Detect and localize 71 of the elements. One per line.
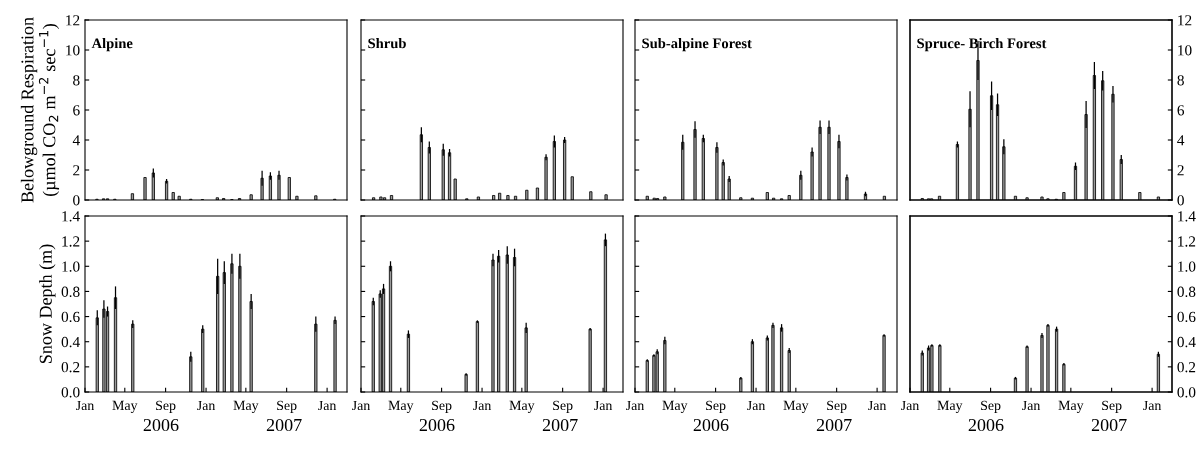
y-tick-label: 0 xyxy=(73,195,80,206)
text: 2007 xyxy=(266,418,302,432)
y2-tick-label: 0.4 xyxy=(1177,336,1196,348)
text: Alpine xyxy=(91,38,133,52)
x-tick-label: Sep xyxy=(277,400,297,413)
text: 2007 xyxy=(542,418,578,432)
y2-tick-label: 6 xyxy=(1177,105,1185,116)
x-tick-label: Jan xyxy=(76,400,95,411)
x-tick-label: Jan xyxy=(318,400,337,411)
y2-tick-label: 0.0 xyxy=(1177,387,1196,398)
x-tick-label: May xyxy=(388,400,414,413)
x-tick-label: Jan xyxy=(868,400,887,411)
y2-tick-label: 1.0 xyxy=(1178,261,1196,272)
x-tick-label: Jan xyxy=(594,400,613,411)
x-tick-label: Jan xyxy=(1143,400,1162,411)
x-tick-label: Sep xyxy=(827,400,847,413)
y-tick-label: 1.0 xyxy=(62,261,80,272)
y-tick-label: 2 xyxy=(73,165,80,176)
y2-tick-label: 4 xyxy=(1177,135,1185,146)
x-tick-label: Sep xyxy=(553,400,573,413)
x-tick-label: May xyxy=(662,400,688,413)
x-tick-label: Jan xyxy=(1022,400,1041,411)
x-tick-label: Sep xyxy=(981,400,1001,413)
x-tick-label: Sep xyxy=(706,400,726,413)
y-tick-label: 0.6 xyxy=(61,311,80,323)
text: 2007 xyxy=(1091,418,1127,432)
x-tick-label: May xyxy=(112,400,138,413)
y-tick-label: 0.4 xyxy=(61,336,80,348)
x-tick-label: May xyxy=(233,400,259,413)
y2-tick-label: 0 xyxy=(1177,195,1184,206)
y-tick-label: 1.4 xyxy=(62,211,80,222)
y2-tick-label: 10 xyxy=(1178,45,1192,56)
y2-tick-label: 1.2 xyxy=(1178,236,1196,247)
y2-tick-label: 0.8 xyxy=(1177,286,1196,297)
x-tick-label: Jan xyxy=(197,400,216,411)
y-tick-label: 8 xyxy=(73,75,80,86)
x-tick-label: Jan xyxy=(626,400,645,411)
y-tick-label: 10 xyxy=(66,45,80,56)
x-tick-label: Sep xyxy=(432,400,452,413)
x-tick-label: Sep xyxy=(156,400,176,413)
x-tick-label: May xyxy=(783,400,809,413)
text: 2006 xyxy=(419,418,455,432)
x-tick-label: May xyxy=(937,400,963,413)
y-tick-label: 4 xyxy=(72,135,80,146)
y2-tick-label: 12 xyxy=(1178,15,1192,26)
x-tick-label: May xyxy=(509,400,535,413)
x-tick-label: Jan xyxy=(473,400,492,411)
y-tick-label: 12 xyxy=(66,15,80,26)
y-tick-label: 6 xyxy=(73,105,80,116)
y-tick-label: 0.0 xyxy=(61,387,80,398)
x-tick-label: May xyxy=(1058,400,1084,413)
text: Shrub xyxy=(368,38,406,49)
y2-tick-label: 2 xyxy=(1177,165,1184,176)
y-axis-title: Snow Depth (m) xyxy=(39,244,56,363)
text: 2006 xyxy=(968,418,1004,432)
y2-tick-label: 0.2 xyxy=(1177,362,1196,373)
y-tick-label: 1.2 xyxy=(62,236,80,247)
y-tick-label: 0.2 xyxy=(61,362,80,373)
x-tick-label: Jan xyxy=(747,400,766,411)
y2-tick-label: 8 xyxy=(1177,75,1184,86)
text: 2006 xyxy=(693,418,729,432)
x-tick-label: Sep xyxy=(1102,400,1122,413)
y-axis-title: Belowground Respiration (µmol CO$_{2}$ m$^{−2}$ sec$^{−1}$) xyxy=(20,17,60,203)
text: 2007 xyxy=(816,418,852,432)
x-tick-label: Jan xyxy=(352,400,371,411)
text: 2006 xyxy=(143,418,179,432)
y2-tick-label: 1.4 xyxy=(1178,211,1196,222)
y-tick-label: 0.8 xyxy=(61,286,80,297)
text: Sub-alpine Forest xyxy=(642,38,752,52)
y2-tick-label: 0.6 xyxy=(1177,311,1196,323)
x-tick-label: Jan xyxy=(901,400,920,411)
